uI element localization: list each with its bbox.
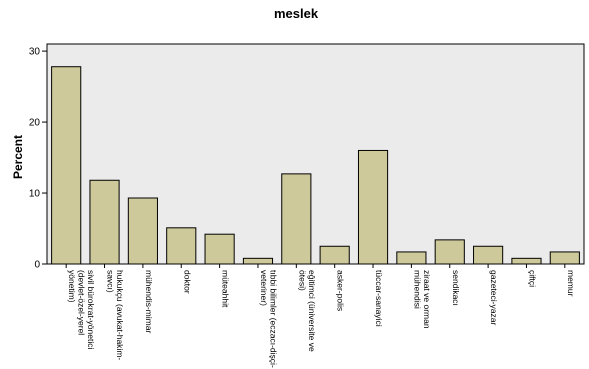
x-tick-label-line: eğitimci (üniversite ve xyxy=(307,270,317,352)
plot-area xyxy=(46,43,585,265)
x-tick-label: tüccar-sanayici xyxy=(374,270,384,327)
x-tick-label: hukukçu (avukat-hakim-savcı) xyxy=(106,270,126,360)
x-tick-label-line: yönetim) xyxy=(67,270,77,303)
x-tick-label-line: tüccar-sanayici xyxy=(374,270,384,327)
x-tick-label-line: (devlet-özel-yerel xyxy=(77,270,87,335)
x-tick-label: müteahhit xyxy=(221,270,231,308)
y-tick-label: 20 xyxy=(29,118,41,129)
x-tick-label-line: sendikacı xyxy=(451,270,461,306)
bar xyxy=(319,245,350,265)
bar xyxy=(549,251,580,265)
bar xyxy=(166,227,197,265)
bar xyxy=(127,197,158,265)
bar xyxy=(204,233,235,265)
bar xyxy=(281,173,312,265)
x-tick-label: sivil bürokrat-yönetici(devlet-özel-yere… xyxy=(67,270,96,349)
x-tick-label-line: savcı) xyxy=(106,270,116,293)
bar xyxy=(473,245,504,265)
x-tick-label-line: asker-polis xyxy=(336,270,346,311)
x-tick-label-line: mühendisi xyxy=(412,270,422,309)
x-tick-label-line: memur xyxy=(566,270,576,297)
x-tick-label-line: müteahhit xyxy=(221,270,231,308)
x-tick-label: tıbbi bilimler (eczacı-dişçi-veteriner) xyxy=(259,270,279,368)
x-tick-label-line: çiftçi xyxy=(527,270,537,287)
x-tick-label-line: mühendis-mimar xyxy=(144,270,154,333)
x-tick-label-line: sivil bürokrat-yönetici xyxy=(86,270,96,349)
x-tick-label-line: veteriner) xyxy=(259,270,269,306)
x-tick-label-line: ötesi) xyxy=(297,270,307,291)
x-tick-label-line: ziraat ve orman xyxy=(422,270,432,329)
y-tick-label: 30 xyxy=(29,47,41,58)
bar xyxy=(242,257,274,265)
bar xyxy=(51,66,82,265)
x-tick-label-line: gazeteci-yazar xyxy=(489,270,499,325)
y-axis: 0 10 20 30 xyxy=(29,47,47,271)
x-tick-label: asker-polis xyxy=(336,270,346,311)
y-axis-label: Percent xyxy=(11,135,25,179)
x-tick-label: doktor xyxy=(182,270,192,294)
bar xyxy=(89,179,120,265)
bar xyxy=(434,239,465,265)
x-tick-label: memur xyxy=(566,270,576,297)
x-tick-label: sendikacı xyxy=(451,270,461,306)
y-tick-label: 0 xyxy=(34,260,40,271)
x-tick-label-line: hukukçu (avukat-hakim- xyxy=(115,270,125,360)
bar xyxy=(357,149,389,265)
bar xyxy=(511,257,542,265)
y-tick-label: 10 xyxy=(29,189,41,200)
bar xyxy=(396,251,427,265)
x-tick-label-line: doktor xyxy=(182,270,192,294)
chart-title: meslek xyxy=(274,6,319,21)
x-tick-label: gazeteci-yazar xyxy=(489,270,499,325)
x-axis-labels: sivil bürokrat-yönetici(devlet-özel-yere… xyxy=(65,264,576,368)
x-tick-label: mühendis-mimar xyxy=(144,270,154,333)
x-tick-label-line: tıbbi bilimler (eczacı-dişçi- xyxy=(268,270,278,368)
x-tick-label: çiftçi xyxy=(527,270,537,287)
